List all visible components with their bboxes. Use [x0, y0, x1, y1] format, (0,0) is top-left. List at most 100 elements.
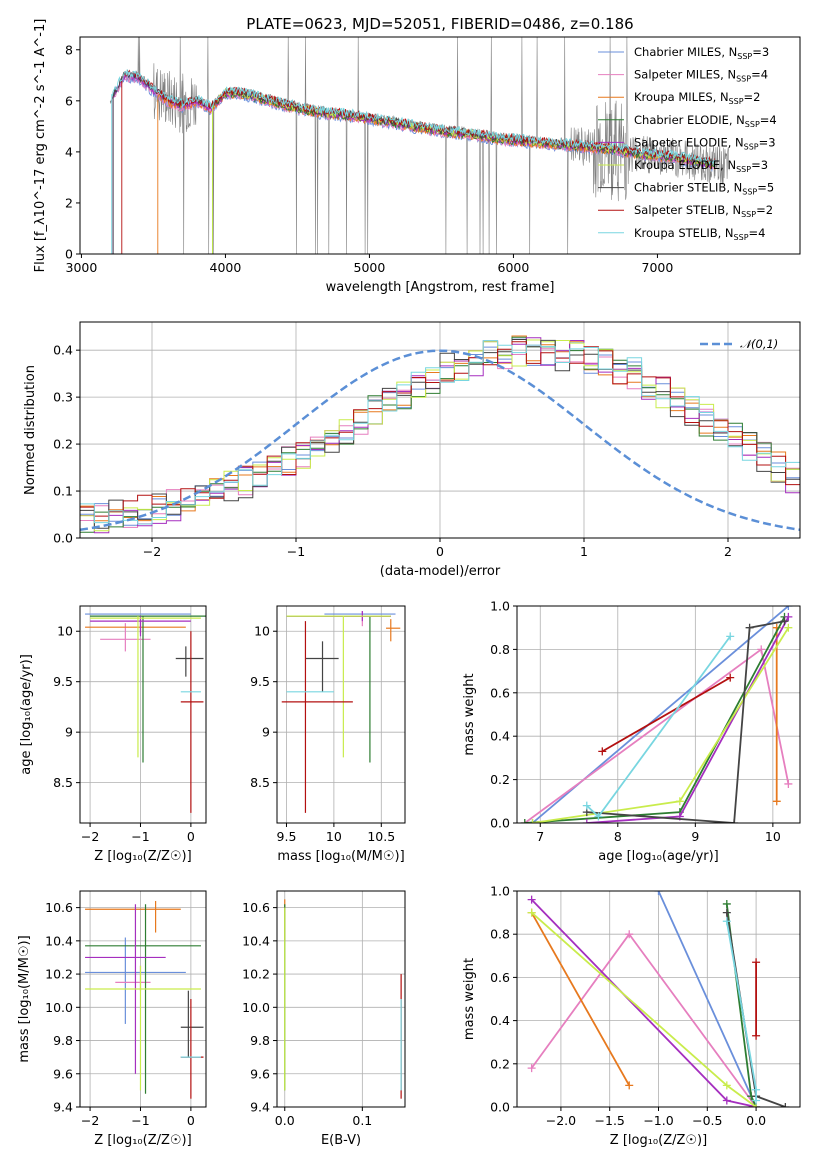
- age-vs-mass-chart: 9.5 10 10.5 8.5 9 9.5 10 mass [log₁₀(M/M☉)]: [250, 605, 406, 864]
- mass_vs_EBV-ytick-label: 9.4: [250, 1100, 270, 1115]
- weight_vs_Z-plot-area: [527, 891, 790, 1107]
- age_vs_mass-frame: [276, 605, 406, 824]
- age_vs_mass-grid: [277, 606, 405, 823]
- figure-title: PLATE=0623, MJD=52051, FIBERID=0486, z=0…: [246, 15, 633, 33]
- weight-series-marker: [528, 819, 537, 823]
- spectrum-ytick-label: 4: [65, 144, 73, 159]
- residuals-xtick-label: 0: [436, 544, 444, 559]
- weight_vs_Z-ylabel: mass weight: [462, 958, 477, 1040]
- weight-series-line: [601, 676, 731, 753]
- spectrum-xtick-label: 7000: [642, 260, 674, 275]
- weight_vs_age-ylabel: mass weight: [462, 673, 477, 755]
- weight_vs_age-axes: 7 8 9 10 0.0 0.2 0.4 0.6 0.8 1.0 age [log₁₀(age/yr…: [462, 599, 801, 864]
- spectrum-frame: [79, 36, 801, 255]
- weight_vs_age-xtick-label: 9: [691, 829, 699, 844]
- age_vs_mass-plot-area: [281, 611, 401, 813]
- weight-series-marker: [784, 779, 793, 788]
- mass_vs_EBV-xtick-label: 0.0: [275, 1113, 295, 1128]
- weight_vs_Z-ytick-label: 0.2: [490, 1056, 510, 1071]
- spectrum-chart: 3000 4000 5000 6000 7000 0 2 4 6 8 wavelength [Ang…: [33, 19, 801, 295]
- mass_vs_Z-ytick-label: 9.4: [53, 1100, 73, 1115]
- age_vs_mass-axes: 9.5 10 10.5 8.5 9 9.5 10 mass [log₁₀(M/M☉)]: [250, 605, 406, 864]
- weight_vs_Z-ytick-label: 0.0: [490, 1100, 510, 1115]
- weight-series-line: [531, 911, 757, 1107]
- spectrum-legend-label: Chabrier STELIB, NSSP=5: [634, 181, 774, 197]
- residuals-xtick-label: 1: [580, 544, 588, 559]
- weight_vs_age-ytick-label: 0.6: [490, 685, 510, 700]
- weight-series-line: [530, 912, 630, 1086]
- weight-series-marker: [722, 908, 731, 917]
- weight_vs_age-ytick-label: 0.2: [490, 772, 510, 787]
- weight-series-marker: [722, 1081, 731, 1090]
- weight-series-marker: [527, 908, 536, 917]
- spectrum-model-line: [111, 69, 716, 254]
- weight-series-marker: [582, 819, 591, 823]
- residuals-ytick-label: 0.2: [53, 437, 73, 452]
- weight_vs_age-ytick-label: 1.0: [490, 599, 510, 614]
- mass_vs_Z-ytick-label: 10.4: [45, 933, 73, 948]
- residual-histogram-line: [80, 340, 800, 528]
- weight-series-line: [530, 898, 757, 1107]
- residuals-histogram: −2 −1 0 1 2 0.0 0.1 0.2 0.3 0.4 (data-model)/error…: [23, 321, 801, 579]
- weight-series-marker: [784, 612, 793, 621]
- residual-histogram-line: [80, 338, 800, 526]
- spectrum-ytick-label: 2: [65, 195, 73, 210]
- mass_vs_Z-ytick-label: 10.6: [45, 900, 73, 915]
- weight_vs_Z-xtick-label: −0.5: [692, 1113, 722, 1128]
- age_vs_mass-xlabel: mass [log₁₀(M/M☉)]: [277, 849, 404, 864]
- weight-series-line: [586, 635, 731, 818]
- mass_vs_EBV-ytick-label: 10.6: [242, 900, 270, 915]
- weight-series-marker: [752, 958, 761, 967]
- mass_vs_EBV-ytick-label: 10.0: [242, 1000, 270, 1015]
- weight_vs_age-ytick-label: 0.4: [490, 729, 510, 744]
- weight-series-marker: [784, 606, 793, 610]
- spectrum-legend-label: Kroupa ELODIE, NSSP=3: [634, 158, 768, 174]
- weight_vs_age-plot-area: [520, 606, 793, 823]
- age_vs_mass-xtick-label: 9.5: [277, 829, 297, 844]
- weight_vs_age-xtick-label: 8: [614, 829, 622, 844]
- mass_vs_Z-axes: −2 −1 0 9.4 9.6 9.8 10.0 10.2 10.4 10.6 Z [log₁₀(Z…: [17, 890, 207, 1148]
- spectrum-legend-label: Kroupa STELIB, NSSP=4: [634, 226, 765, 242]
- age_vs_Z-plot-area: [85, 613, 206, 813]
- weight-series-marker: [625, 930, 634, 939]
- age_vs_Z-ytick-label: 9.5: [53, 674, 73, 689]
- mass_vs_EBV-frame: [276, 890, 406, 1108]
- residual-histogram-line: [80, 339, 800, 532]
- weight-series-marker: [598, 747, 607, 756]
- spectrum-legend-label: Kroupa MILES, NSSP=2: [634, 90, 760, 106]
- mass_vs_Z-ytick-label: 10.2: [45, 967, 73, 982]
- residual-histogram-line: [80, 340, 800, 525]
- mass-vs-metallicity-chart: −2 −1 0 9.4 9.6 9.8 10.0 10.2 10.4 10.6 Z [log₁₀(Z…: [17, 890, 207, 1148]
- weight_vs_Z-ytick-label: 0.6: [490, 970, 510, 985]
- weight-series-marker: [582, 801, 591, 810]
- spectrum-ytick-label: 6: [65, 93, 73, 108]
- residuals-ytick-label: 0.1: [53, 484, 73, 499]
- age_vs_Z-xtick-label: 0: [187, 829, 195, 844]
- spectrum-xtick-label: 5000: [354, 260, 386, 275]
- weight-series-marker: [654, 891, 663, 895]
- age_vs_Z-ylabel: age [log₁₀(age/yr)]: [19, 654, 34, 775]
- weight-series-marker: [625, 1081, 634, 1090]
- age_vs_mass-ytick-label: 8.5: [250, 775, 270, 790]
- weight-series-marker: [520, 819, 529, 823]
- residual-histogram-line: [80, 341, 800, 517]
- weight-series-marker: [726, 632, 735, 641]
- mass-vs-extinction-chart: 0.0 0.1 9.4 9.6 9.8 10.0 10.2 10.4 10.6 E(B-V): [242, 890, 406, 1148]
- weight-vs-metallicity-chart: −2.0 −1.5 −1.0 −0.5 0.0 0.0 0.2 0.4 0.6 0.8 1.0 Z […: [462, 884, 801, 1148]
- normal-distribution-line: [80, 349, 800, 532]
- weight-series-marker: [726, 673, 735, 682]
- mass_vs_Z-xtick-label: 0: [187, 1113, 195, 1128]
- residuals-ytick-label: 0.4: [53, 343, 73, 358]
- weight_vs_Z-xtick-label: −1.0: [643, 1113, 673, 1128]
- weight_vs_age-ytick-label: 0.0: [490, 816, 510, 831]
- weight-series-marker: [722, 1096, 731, 1105]
- weight_vs_age-xtick-label: 10: [765, 829, 781, 844]
- mass_vs_Z-xlabel: Z [log₁₀(Z/Z☉)]: [94, 1133, 191, 1148]
- weight_vs_Z-xtick-label: −2.0: [546, 1113, 576, 1128]
- spectrum-xtick-label: 4000: [210, 260, 242, 275]
- spectrum-legend-label: Chabrier MILES, NSSP=3: [634, 45, 769, 61]
- weight_vs_Z-xtick-label: 0.0: [746, 1113, 766, 1128]
- mass_vs_Z-ylabel: mass [log₁₀(M/M☉)]: [17, 935, 32, 1062]
- spectrum-legend-label: Salpeter ELODIE, NSSP=3: [634, 135, 776, 151]
- weight-series-marker: [752, 1096, 761, 1105]
